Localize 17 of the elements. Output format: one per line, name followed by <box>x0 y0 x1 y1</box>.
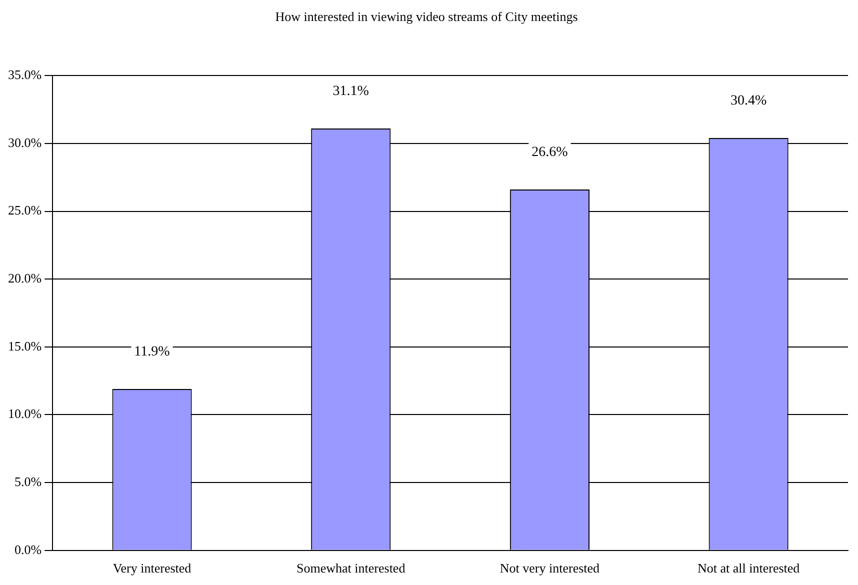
x-tick-label: Not very interested <box>500 560 600 576</box>
data-label: 26.6% <box>532 145 568 160</box>
chart-title: How interested in viewing video streams of City meetings <box>275 9 578 24</box>
data-label: 30.4% <box>730 94 767 109</box>
y-tick-label: 25.0% <box>8 202 42 218</box>
y-tick-label: 15.0% <box>8 338 42 354</box>
y-tick-label: 30.0% <box>8 134 42 150</box>
y-tick-label: 5.0% <box>14 474 42 489</box>
data-label: 11.9% <box>134 344 170 360</box>
y-tick-label: 35.0% <box>8 67 42 82</box>
y-tick-label: 0.0% <box>14 542 42 557</box>
x-tick-label: Not at all interested <box>697 560 800 576</box>
y-tick-label: 10.0% <box>8 406 42 422</box>
x-tick-label: Very interested <box>112 560 192 576</box>
data-label: 31.1% <box>332 84 370 100</box>
y-tick-label: 20.0% <box>8 270 42 286</box>
x-tick-label: Somewhat interested <box>296 560 406 576</box>
